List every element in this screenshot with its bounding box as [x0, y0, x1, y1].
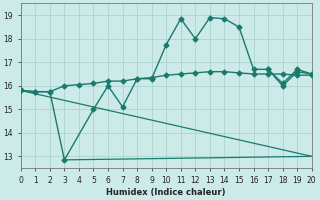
X-axis label: Humidex (Indice chaleur): Humidex (Indice chaleur): [107, 188, 226, 197]
